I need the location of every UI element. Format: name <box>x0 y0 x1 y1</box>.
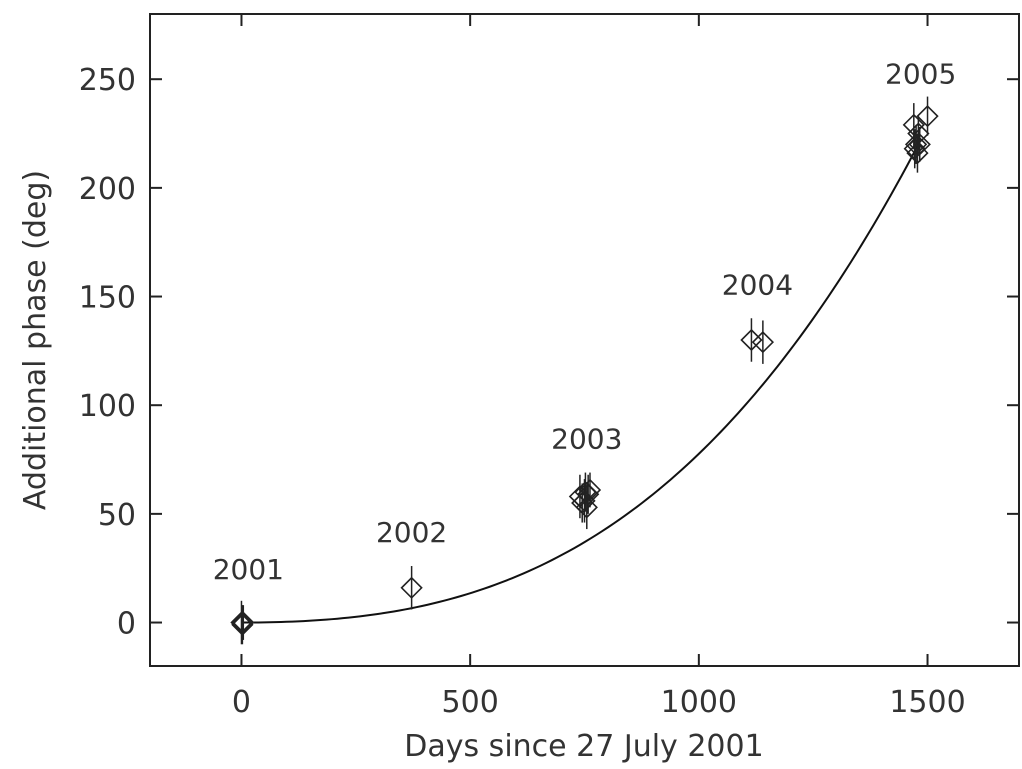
y-tick-label: 200 <box>79 172 136 207</box>
year-label: 2002 <box>376 516 447 549</box>
year-label: 2004 <box>722 268 793 301</box>
data-point <box>904 133 928 156</box>
data-points-layer <box>230 96 939 645</box>
x-axis-label: Days since 27 July 2001 <box>404 729 763 764</box>
year-annotations: 2001 2002 2003 2004 2005 <box>213 58 957 587</box>
data-point <box>908 133 931 156</box>
x-tick-label: 500 <box>442 685 499 720</box>
data-point <box>575 496 598 519</box>
y-tick-label: 0 <box>117 607 136 642</box>
fit-curve <box>241 143 920 624</box>
y-tick-label: 150 <box>79 281 136 316</box>
data-point <box>902 113 925 136</box>
data-point <box>907 122 930 145</box>
y-tick-label: 100 <box>79 389 136 424</box>
axis-ticks: 0 500 1000 1500 0 50 100 150 200 250 <box>79 14 1019 720</box>
year-label: 2003 <box>551 423 622 456</box>
data-point <box>231 613 254 636</box>
year-label: 2001 <box>213 553 284 586</box>
x-tick-label: 1000 <box>661 685 737 720</box>
x-tick-label: 1500 <box>889 685 965 720</box>
data-point <box>232 611 255 634</box>
data-point <box>751 331 775 354</box>
data-point <box>400 576 423 599</box>
y-tick-label: 50 <box>98 498 136 533</box>
fit-curve-layer <box>241 143 920 624</box>
plot-frame <box>149 13 1020 667</box>
x-tick-label: 0 <box>232 685 251 720</box>
year-label: 2005 <box>885 58 956 91</box>
data-point <box>230 611 253 634</box>
y-tick-label: 250 <box>79 63 136 98</box>
y-axis-label: Additional phase (deg) <box>18 170 53 510</box>
data-point <box>916 105 939 128</box>
data-point <box>578 478 602 502</box>
